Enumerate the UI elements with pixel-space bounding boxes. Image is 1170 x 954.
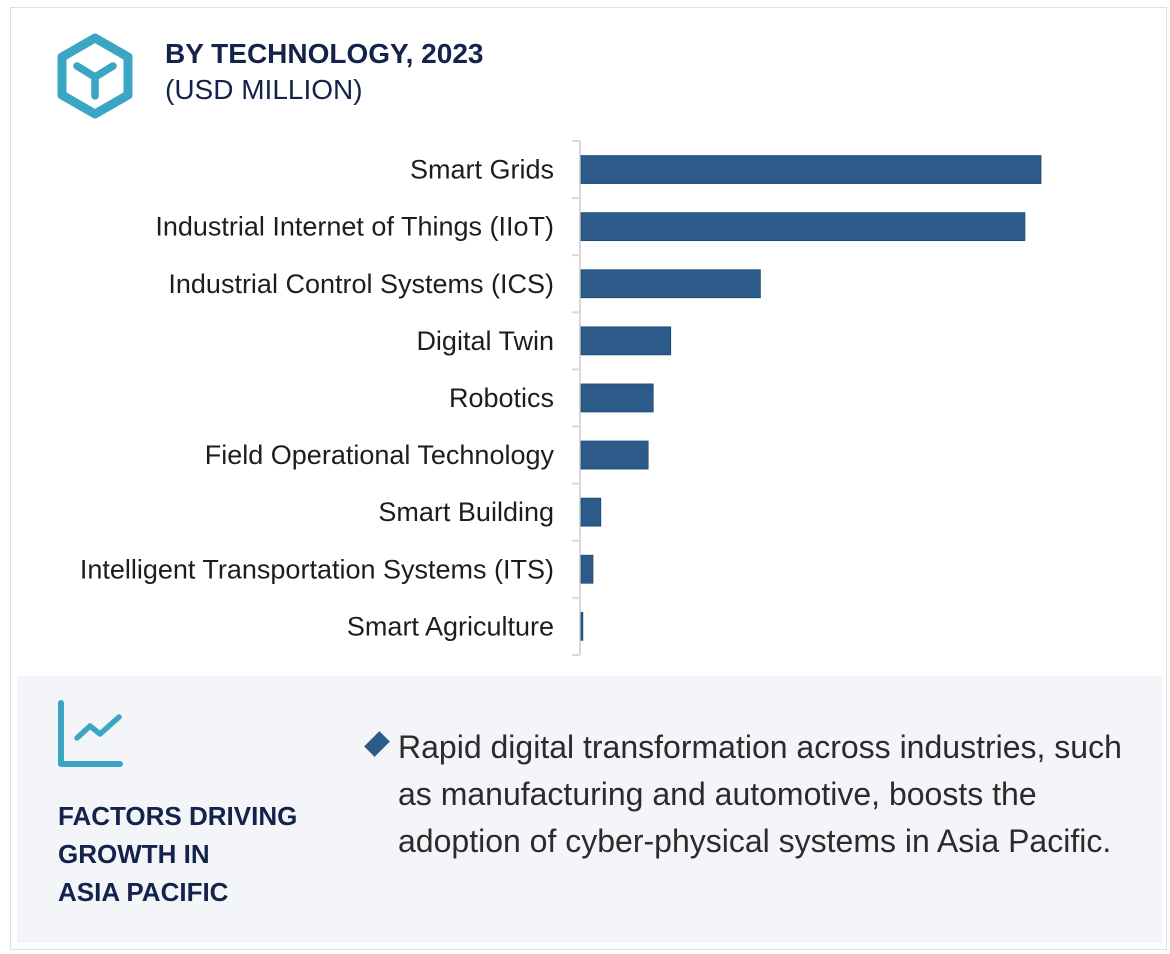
category-label: Smart Building [378, 497, 554, 527]
hexagon-y-icon [57, 33, 133, 119]
category-label: Smart Agriculture [347, 611, 554, 641]
bar [580, 440, 649, 470]
bar-chart: Smart Grids Industrial Internet of Things… [80, 140, 1042, 656]
category-label: Field Operational Technology [205, 440, 555, 470]
chart-title: BY TECHNOLOGY, 2023 [165, 38, 484, 69]
bar [580, 212, 1026, 242]
bar [580, 155, 1042, 184]
category-label: Robotics [449, 383, 554, 413]
category-label: Industrial Control Systems (ICS) [168, 269, 554, 299]
bar [580, 497, 602, 527]
factors-panel [17, 676, 1162, 943]
factors-heading: FACTORS DRIVING GROWTH IN ASIA PACIFIC [58, 797, 297, 911]
category-label: Industrial Internet of Things (IIoT) [155, 212, 554, 242]
bar [580, 383, 654, 413]
trend-chart-icon [58, 700, 123, 767]
bar [580, 269, 761, 299]
category-label: Digital Twin [416, 326, 554, 356]
chart-subtitle: (USD MILLION) [165, 74, 363, 105]
factors-heading-line: GROWTH IN [58, 839, 210, 869]
bar [580, 611, 584, 641]
category-label: Intelligent Transportation Systems (ITS) [80, 554, 554, 584]
bar [580, 326, 672, 356]
factors-heading-line: ASIA PACIFIC [58, 877, 229, 907]
growth-factor-text: Rapid digital transformation across indu… [398, 729, 1122, 859]
bar [580, 554, 594, 584]
factors-heading-line: FACTORS DRIVING [58, 801, 298, 831]
category-label: Smart Grids [410, 155, 554, 185]
